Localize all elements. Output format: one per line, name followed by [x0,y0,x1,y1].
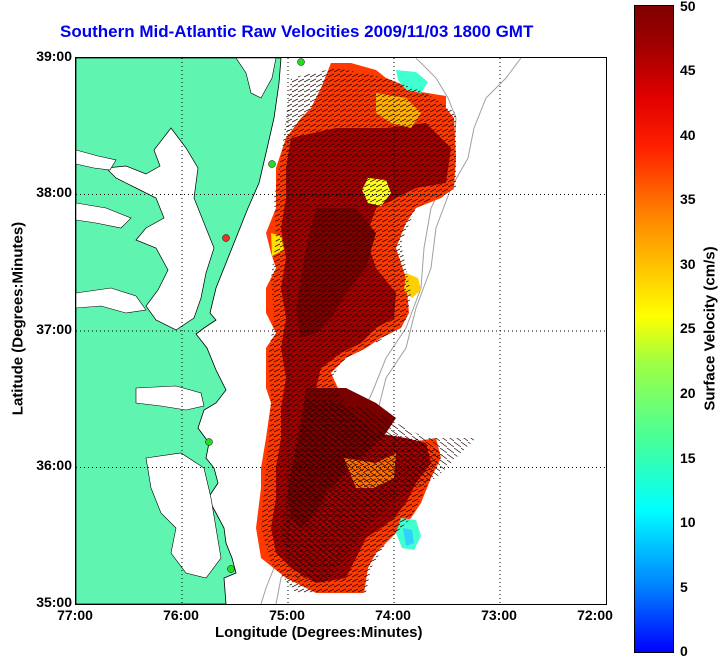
colorbar-tick-label: 5 [680,579,688,595]
x-tick-label: 76:00 [163,607,199,623]
grid-lines [76,58,606,604]
station-marker [268,160,276,168]
colorbar-tick-label: 50 [680,0,696,14]
velocity-field [256,63,476,593]
colorbar-tick-label: 15 [680,450,696,466]
y-tick-label: 36:00 [36,457,72,473]
x-axis-label: Longitude (Degrees:Minutes) [215,624,423,641]
x-tick-label: 74:00 [375,607,411,623]
station-marker [227,565,235,573]
colorbar-tick-label: 30 [680,256,696,272]
albemarle-sound [135,385,205,411]
land-mass [76,58,282,604]
bay-inlet-lower [76,287,147,314]
bay-inlet-middle [76,202,132,229]
station-marker [297,58,305,66]
colorbar-tick-label: 20 [680,385,696,401]
y-tick-label: 39:00 [36,48,72,64]
delaware-bay [235,58,277,99]
colorbar-tick-label: 35 [680,191,696,207]
map-plot-area [75,57,607,605]
y-axis-label: Latitude (Degrees:Minutes) [9,221,27,416]
colorbar-tick-label: 40 [680,127,696,143]
x-tick-label: 75:00 [269,607,305,623]
x-tick-label: 73:00 [481,607,517,623]
y-tick-label: 35:00 [36,594,72,610]
x-tick-label: 72:00 [577,607,613,623]
y-tick-label: 38:00 [36,184,72,200]
colorbar [634,5,674,653]
bay-inlet-upper [76,149,117,171]
x-tick-label: 77:00 [57,607,93,623]
y-tick-label: 37:00 [36,321,72,337]
station-marker [205,438,213,446]
station-marker [222,234,230,242]
colorbar-tick-label: 25 [680,320,696,336]
map-canvas [76,58,606,604]
map-title: Southern Mid-Atlantic Raw Velocities 200… [60,22,534,41]
colorbar-tick-label: 10 [680,514,696,530]
chesapeake-bay [105,127,215,331]
colorbar-tick-label: 0 [680,643,688,659]
colorbar-tick-label: 45 [680,62,696,78]
station-markers [205,58,305,573]
